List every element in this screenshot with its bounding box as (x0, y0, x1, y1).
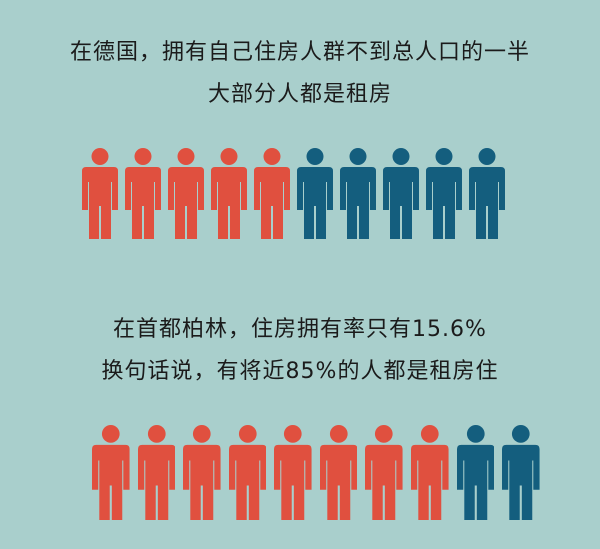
person-icon-red (183, 425, 221, 520)
person-icon-red (168, 148, 204, 239)
person-icon-red (365, 425, 403, 520)
section2-line1: 在首都柏林，住房拥有率只有15.6% (113, 317, 487, 342)
section1-line2: 大部分人都是租房 (207, 82, 392, 107)
person-icon-red (228, 425, 267, 520)
person-icon-red (274, 425, 312, 520)
person-icon-blue (426, 148, 462, 239)
section2-line2: 换句话说，有将近85%的人都是租房住 (101, 359, 499, 384)
person-icon-red (254, 148, 290, 239)
person-icon-red (125, 148, 161, 239)
person-icon-red (410, 425, 449, 520)
person-icon-red (319, 425, 358, 520)
person-icon-blue (383, 148, 419, 239)
person-icon-blue (469, 148, 505, 239)
person-icon-blue (297, 148, 333, 239)
pictogram-row-berlin (92, 425, 540, 521)
person-icon-blue (456, 425, 495, 520)
person-icon-blue (340, 148, 376, 239)
pictogram-row-germany (82, 148, 505, 240)
person-icon-red (92, 425, 130, 520)
section1-line1: 在德国，拥有自己住房人群不到总人口的一半 (69, 40, 530, 65)
person-icon-blue (502, 425, 540, 520)
person-icon-red (82, 148, 118, 239)
person-icon-red (211, 148, 247, 239)
person-icon-red (137, 425, 176, 520)
